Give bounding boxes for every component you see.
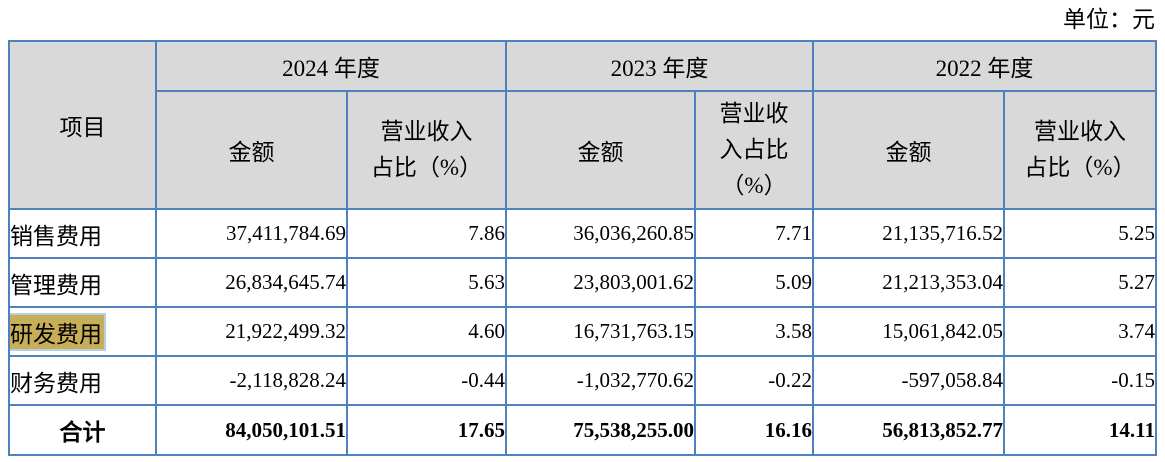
rd-expense-ratio-2024: 4.60 [346, 306, 507, 357]
rd-expense-amount-2022: 15,061,842.05 [812, 306, 1005, 357]
total-amount-2022: 56,813,852.77 [812, 404, 1005, 456]
finance-expense-label: 财务费用 [8, 355, 157, 406]
admin-expense-ratio-2023: 5.09 [694, 257, 814, 308]
sales-expense-ratio-2022: 5.25 [1003, 208, 1157, 259]
finance-expense-ratio-2024: -0.44 [346, 355, 507, 406]
total-ratio-2024: 17.65 [346, 404, 507, 456]
admin-expense-amount-2024: 26,834,645.74 [155, 257, 348, 308]
row-rd-expense: 研发费用 21,922,499.32 4.60 16,731,763.15 3.… [8, 306, 1157, 357]
rd-expense-highlighted-text: 研发费用 [11, 312, 106, 351]
total-amount-2024: 84,050,101.51 [155, 404, 348, 456]
rd-expense-ratio-2022: 3.74 [1003, 306, 1157, 357]
total-label: 合计 [8, 404, 157, 456]
admin-expense-label: 管理费用 [8, 257, 157, 308]
admin-expense-amount-2022: 21,213,353.04 [812, 257, 1005, 308]
table-body: 销售费用 37,411,784.69 7.86 36,036,260.85 7.… [8, 208, 1157, 456]
total-amount-2023: 75,538,255.00 [505, 404, 696, 456]
year-header-row: 项目 2024 年度 2023 年度 2022 年度 [8, 40, 1157, 210]
row-admin-expense: 管理费用 26,834,645.74 5.63 23,803,001.62 5.… [8, 257, 1157, 308]
admin-expense-ratio-2022: 5.27 [1003, 257, 1157, 308]
sales-expense-label: 销售费用 [8, 208, 157, 259]
ratio-header-2023: 营业收 入占比 （%） [694, 90, 814, 210]
finance-expense-ratio-2023: -0.22 [694, 355, 814, 406]
finance-expense-amount-2024: -2,118,828.24 [155, 355, 348, 406]
rd-expense-amount-2023: 16,731,763.15 [505, 306, 696, 357]
admin-expense-amount-2023: 23,803,001.62 [505, 257, 696, 308]
amount-header-2023: 金额 [505, 90, 696, 210]
row-total: 合计 84,050,101.51 17.65 75,538,255.00 16.… [8, 404, 1157, 456]
ratio-header-2022: 营业收入 占比（%） [1003, 90, 1157, 210]
rd-expense-label: 研发费用 [8, 306, 157, 357]
finance-expense-amount-2022: -597,058.84 [812, 355, 1005, 406]
unit-label: 单位：元 [1063, 7, 1155, 32]
table-header: 项目 2024 年度 2023 年度 2022 年度 金额 营业收入 占比（%）… [8, 40, 1157, 210]
row-sales-expense: 销售费用 37,411,784.69 7.86 36,036,260.85 7.… [8, 208, 1157, 259]
amount-header-2022: 金额 [812, 90, 1005, 210]
sub-header-row: 金额 营业收入 占比（%） 金额 营业收 入占比 （%） 金额 营业收入 占比（… [9, 90, 1157, 210]
row-finance-expense: 财务费用 -2,118,828.24 -0.44 -1,032,770.62 -… [8, 355, 1157, 406]
amount-header-2024: 金额 [155, 90, 348, 210]
expense-table: 项目 2024 年度 2023 年度 2022 年度 金额 营业收入 占比（%）… [8, 40, 1157, 456]
total-ratio-2022: 14.11 [1003, 404, 1157, 456]
sales-expense-amount-2024: 37,411,784.69 [155, 208, 348, 259]
ratio-header-2024: 营业收入 占比（%） [346, 90, 507, 210]
sales-expense-ratio-2023: 7.71 [694, 208, 814, 259]
year-header-2024: 2024 年度 [155, 40, 507, 92]
rd-expense-ratio-2023: 3.58 [694, 306, 814, 357]
sales-expense-ratio-2024: 7.86 [346, 208, 507, 259]
sales-expense-amount-2022: 21,135,716.52 [812, 208, 1005, 259]
total-ratio-2023: 16.16 [694, 404, 814, 456]
finance-expense-amount-2023: -1,032,770.62 [505, 355, 696, 406]
sales-expense-amount-2023: 36,036,260.85 [505, 208, 696, 259]
finance-expense-ratio-2022: -0.15 [1003, 355, 1157, 406]
rd-expense-amount-2024: 21,922,499.32 [155, 306, 348, 357]
admin-expense-ratio-2024: 5.63 [346, 257, 507, 308]
year-header-2022: 2022 年度 [812, 40, 1157, 92]
column-header-item: 项目 [8, 40, 157, 210]
year-header-2023: 2023 年度 [505, 40, 814, 92]
